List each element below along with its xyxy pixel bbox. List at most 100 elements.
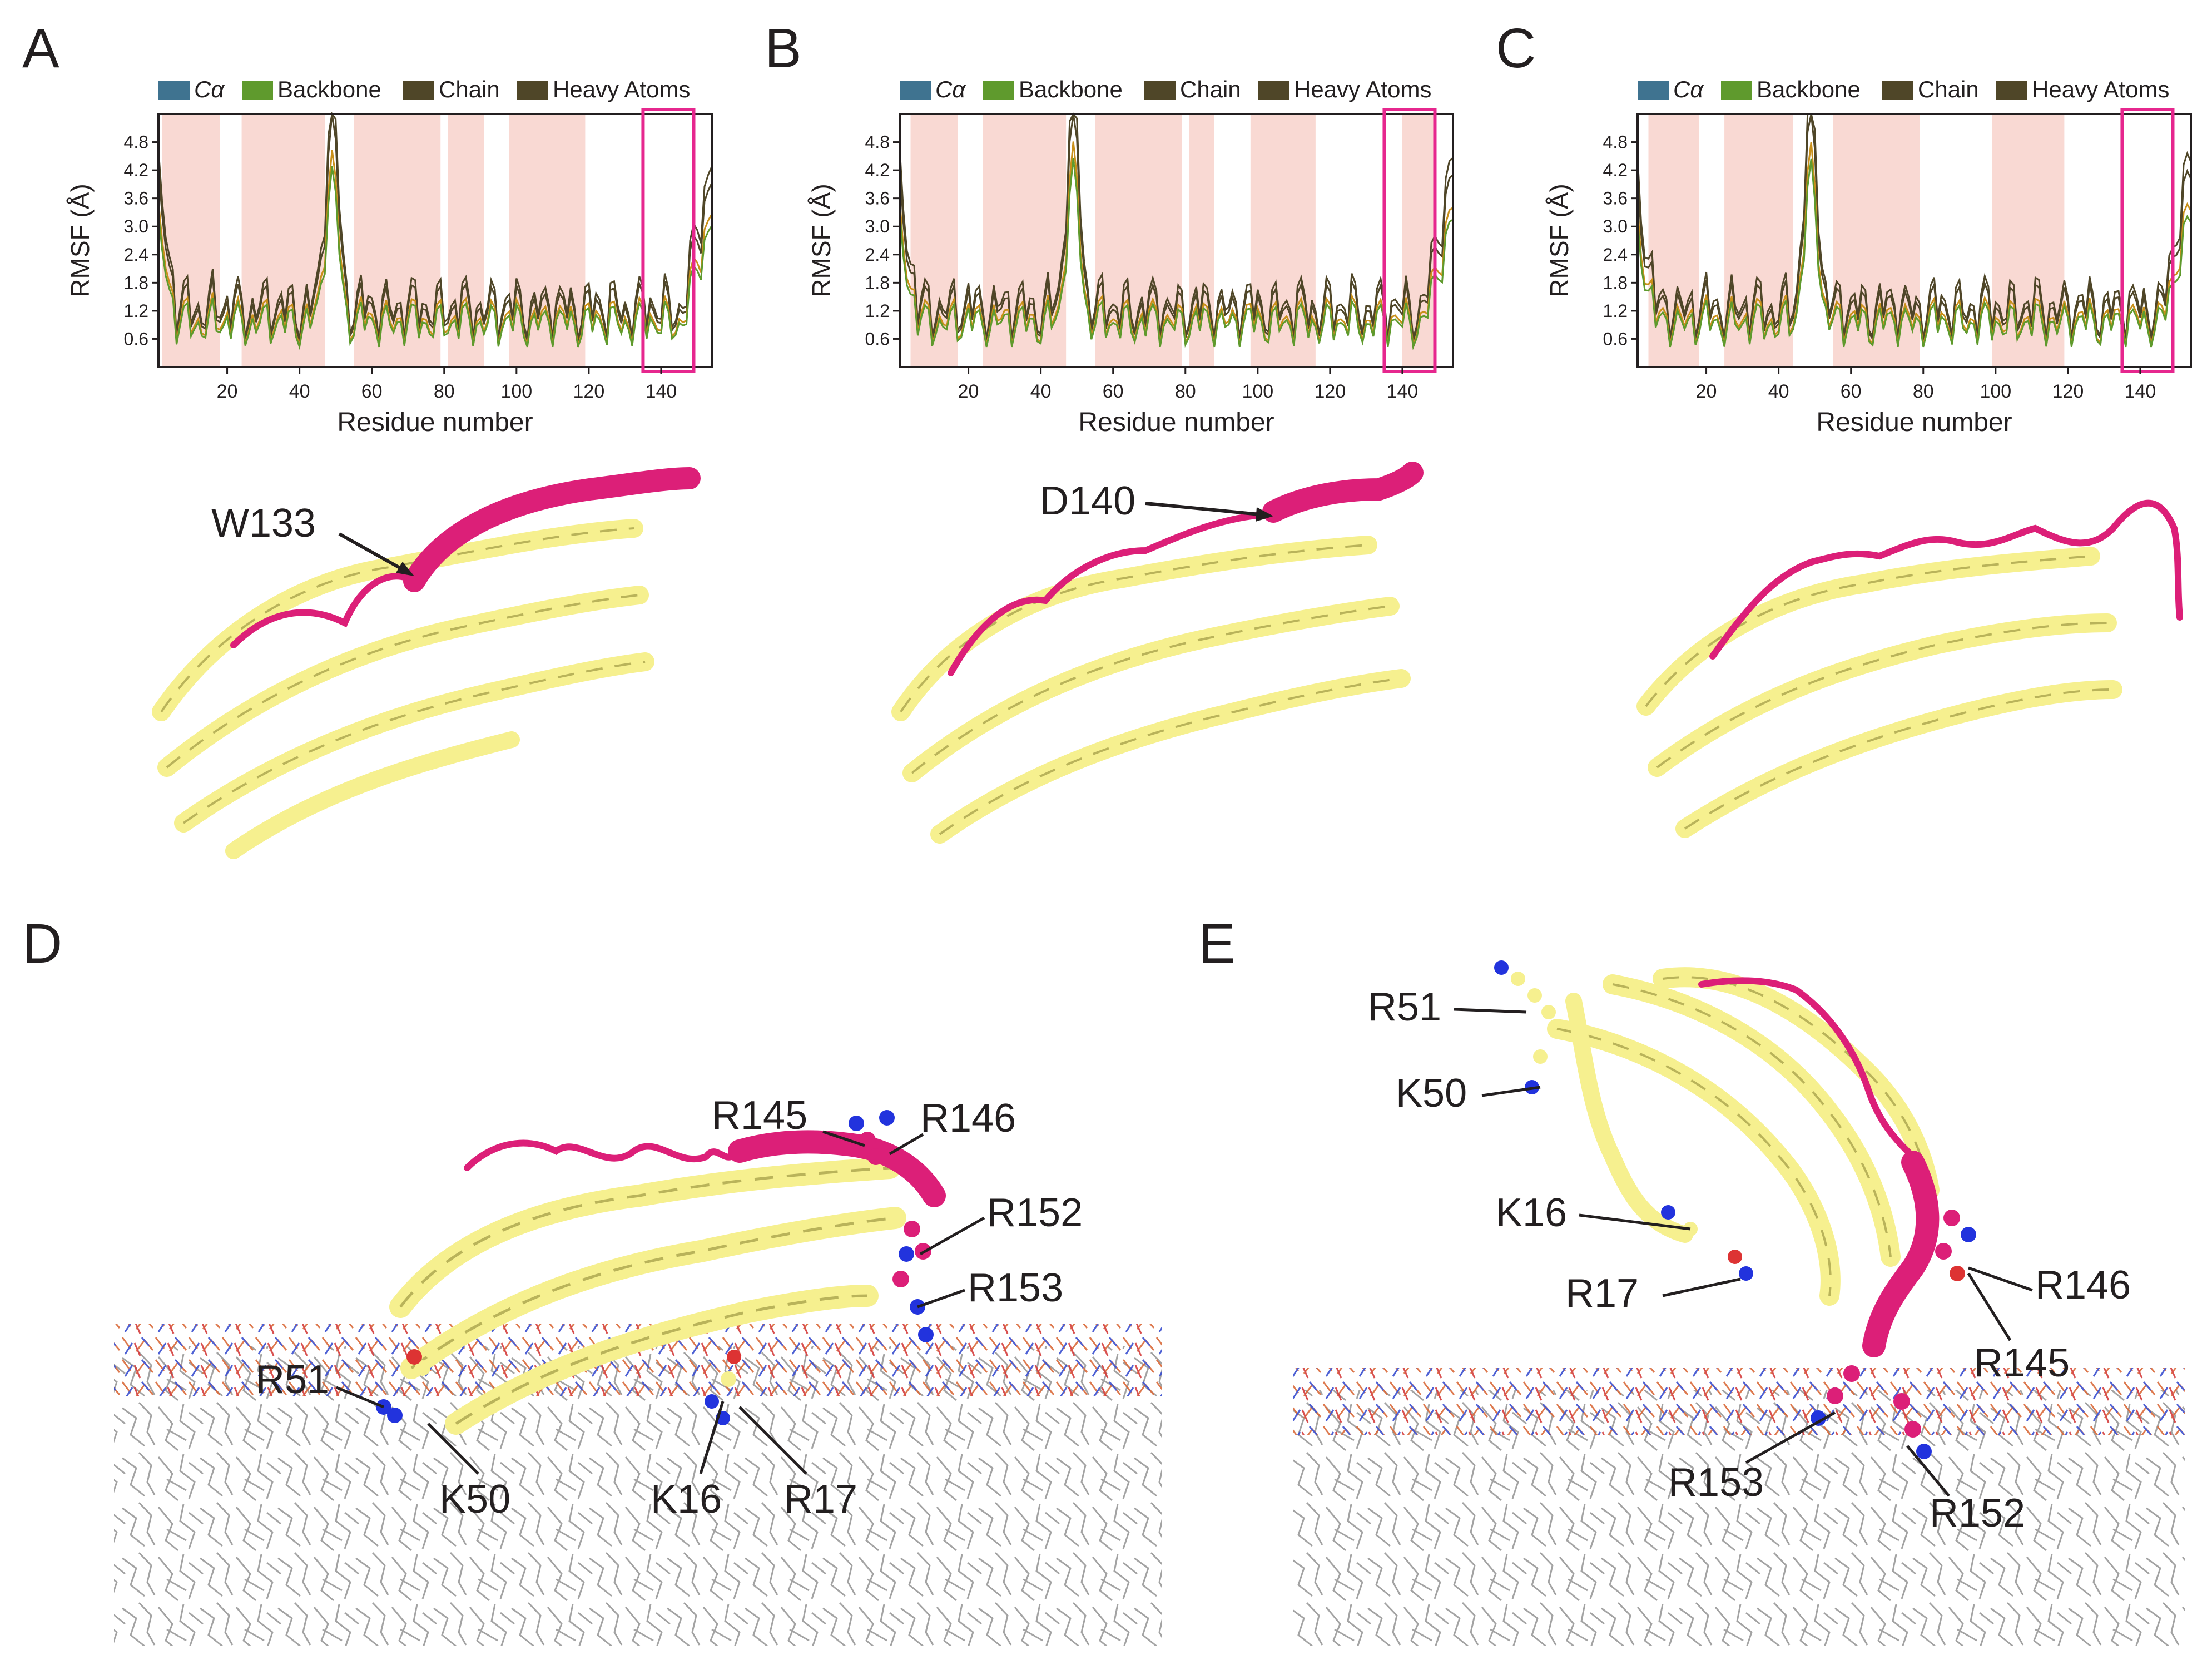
structure-a: W133 [152,467,701,859]
structure-b: D140 [891,462,1424,844]
structure-c [1636,499,2183,838]
structure-d: R145 R146 R152 R153 R51 K50 K16 R17 [114,1093,1162,1646]
x-tick-label: 120 [1315,381,1346,402]
label-d-k50: K50 [439,1477,510,1522]
legend-label-3: Chain [439,76,500,102]
legend-label-3: Chain [1918,76,1979,102]
y-tick-label: 4.8 [1603,132,1628,152]
legend-label-4: Heavy Atoms [2032,76,2169,102]
panel-label-e: E [1198,913,1236,975]
y-tick-label: 1.8 [124,272,148,293]
label-d-r145: R145 [712,1093,807,1138]
x-tick-label: 60 [1841,381,1862,402]
legend-label-1: Cα [935,76,966,102]
x-tick-label: 120 [573,381,605,402]
series-chain-line [899,113,1454,341]
legend-label-4: Heavy Atoms [1294,76,1431,102]
legend-swatch-1 [158,81,190,100]
legend-label-3: Chain [1180,76,1241,102]
label-d-r146: R146 [920,1096,1016,1141]
y-tick-label: 1.8 [1603,272,1628,293]
legend-label-2: Backbone [1019,76,1123,102]
y-tick-label: 1.8 [865,272,890,293]
series-ca-line [1636,158,2192,348]
plot-frame [157,113,713,368]
series-ca-line [899,158,1454,350]
x-tick-label: 40 [1768,381,1789,402]
legend-swatch-2 [1721,81,1752,100]
legend-label-2: Backbone [277,76,381,102]
x-tick-label: 100 [1242,381,1273,402]
y-tick-label: 3.0 [124,216,148,236]
legend-swatch-4 [1258,81,1289,100]
label-d-r153: R153 [968,1266,1063,1310]
e-residue-spheres [1494,960,1976,1459]
legend-swatch-3 [1882,81,1913,100]
y-tick-label: 4.8 [124,132,148,152]
plot-frame [899,113,1454,368]
y-tick-label: 3.0 [865,216,890,236]
y-axis-label: RMSF (Å) [807,184,836,297]
y-tick-label: 2.4 [124,245,148,265]
label-e-r51: R51 [1368,985,1441,1029]
legend-label-1: Cα [194,76,225,102]
x-axis-label: Residue number [1816,408,2012,437]
y-tick-label: 3.6 [865,189,890,209]
y-tick-label: 4.2 [124,160,148,180]
x-tick-label: 60 [1103,381,1124,402]
label-e-r146: R146 [2035,1263,2131,1307]
plot-frame [1636,113,2192,368]
legend-label-1: Cα [1673,76,1704,102]
label-e-r152: R152 [1930,1491,2025,1535]
y-axis-label: RMSF (Å) [1545,184,1574,297]
series-chain-line [1636,113,2192,341]
label-e-k16: K16 [1496,1191,1567,1235]
panel-label-b: B [765,17,802,80]
rmsf-chart-b: 0.6 1.2 1.8 2.4 3.0 3.6 4.2 4.8 20 40 60 80 100 120 14… [807,76,1454,437]
label-b-d140: D140 [1040,479,1135,523]
x-axis-label: Residue number [337,408,533,437]
label-e-r17: R17 [1565,1271,1639,1316]
label-e-r153: R153 [1668,1460,1764,1505]
x-tick-label: 140 [646,381,677,402]
x-tick-label: 120 [2052,381,2084,402]
x-axis-label: Residue number [1078,408,1274,437]
highlight-box [1382,108,1437,373]
rmsf-chart-a: 0.6 1.2 1.8 2.4 3.0 3.6 4.2 4.8 20 40 60 80 100 120 14… [66,76,713,437]
x-tick-label: 140 [1387,381,1419,402]
label-e-k50: K50 [1396,1071,1467,1116]
y-axis-label: RMSF (Å) [66,184,95,297]
x-tick-label: 20 [958,381,979,402]
highlight-box [641,108,696,373]
series-ca-line [157,166,713,350]
highlight-box [2120,108,2175,373]
d-residue-spheres [376,1110,934,1425]
y-tick-label: 2.4 [1603,245,1628,265]
x-tick-label: 40 [289,381,310,402]
x-tick-label: 80 [1175,381,1196,402]
panel-label-c: C [1496,17,1536,80]
label-d-r152: R152 [987,1191,1083,1235]
legend-swatch-4 [1996,81,2027,100]
rmsf-chart-c: 0.6 1.2 1.8 2.4 3.0 3.6 4.2 4.8 20 40 60 80 100 120 14… [1545,76,2192,437]
legend-swatch-2 [242,81,273,100]
y-tick-label: 0.6 [865,329,890,349]
shaded-region-4 [1992,114,2065,367]
legend-swatch-1 [900,81,931,100]
x-tick-label: 60 [361,381,383,402]
x-tick-label: 140 [2125,381,2156,402]
x-tick-label: 80 [1913,381,1934,402]
x-tick-label: 20 [217,381,238,402]
y-tick-label: 3.6 [1603,189,1628,209]
structure-e: R51 K50 K16 R17 R146 R145 R153 R152 [1293,960,2185,1646]
x-tick-label: 100 [500,381,532,402]
x-tick-label: 100 [1980,381,2011,402]
y-tick-label: 1.2 [124,301,148,321]
legend-swatch-3 [1144,81,1176,100]
label-a-w133: W133 [211,501,316,546]
panel-label-a: A [22,17,59,80]
y-tick-label: 1.2 [1603,301,1628,321]
y-tick-label: 3.0 [1603,216,1628,236]
